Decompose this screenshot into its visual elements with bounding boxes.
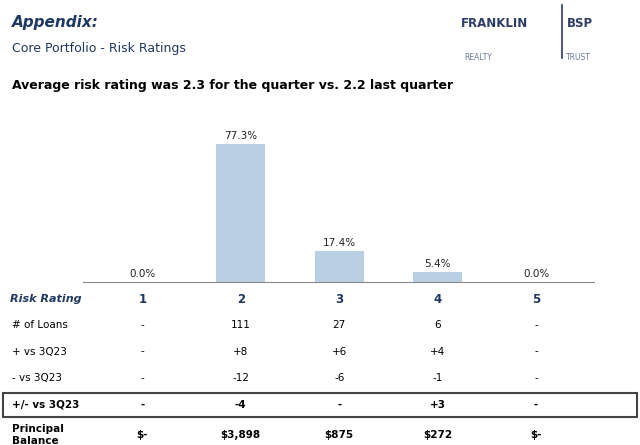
Text: Appendix:: Appendix: xyxy=(12,15,99,30)
Text: 6: 6 xyxy=(435,320,441,330)
Text: 27: 27 xyxy=(333,320,346,330)
Text: BSP: BSP xyxy=(566,17,593,30)
Bar xyxy=(315,251,364,282)
Text: +3: +3 xyxy=(429,400,445,410)
Text: +8: +8 xyxy=(233,347,248,356)
Text: -: - xyxy=(534,347,538,356)
Bar xyxy=(216,144,266,282)
Text: +6: +6 xyxy=(332,347,347,356)
Text: $-: $- xyxy=(136,430,148,440)
Text: REALTY: REALTY xyxy=(464,53,492,62)
Text: 1: 1 xyxy=(138,293,147,306)
Bar xyxy=(413,272,462,282)
Text: $3,898: $3,898 xyxy=(221,430,261,440)
Text: $-: $- xyxy=(531,430,542,440)
Text: -: - xyxy=(140,373,144,383)
Text: -12: -12 xyxy=(232,373,249,383)
Text: 17.4%: 17.4% xyxy=(323,238,356,248)
Text: 2: 2 xyxy=(237,293,245,306)
Text: 111: 111 xyxy=(231,320,251,330)
Text: 5.4%: 5.4% xyxy=(424,259,451,269)
Text: # of Loans: # of Loans xyxy=(12,320,67,330)
Text: $875: $875 xyxy=(324,430,354,440)
Text: +/- vs 3Q23: +/- vs 3Q23 xyxy=(12,400,79,410)
Text: 4: 4 xyxy=(433,293,442,306)
Text: -: - xyxy=(140,320,144,330)
Text: -1: -1 xyxy=(433,373,443,383)
Text: -: - xyxy=(534,400,538,410)
Text: FRANKLIN: FRANKLIN xyxy=(461,17,528,30)
Text: Core Portfolio - Risk Ratings: Core Portfolio - Risk Ratings xyxy=(12,42,186,55)
Text: 5: 5 xyxy=(532,293,540,306)
Text: Average risk rating was 2.3 for the quarter vs. 2.2 last quarter: Average risk rating was 2.3 for the quar… xyxy=(12,79,452,92)
Text: $272: $272 xyxy=(423,430,452,440)
Text: 0.0%: 0.0% xyxy=(523,269,549,279)
Text: -: - xyxy=(337,400,341,410)
Text: +4: +4 xyxy=(430,347,445,356)
Text: + vs 3Q23: + vs 3Q23 xyxy=(12,347,67,356)
Text: Risk Rating: Risk Rating xyxy=(10,294,81,304)
Text: 77.3%: 77.3% xyxy=(224,131,257,142)
Text: -6: -6 xyxy=(334,373,344,383)
Text: TRUST: TRUST xyxy=(566,53,591,62)
Text: -: - xyxy=(140,347,144,356)
Text: -: - xyxy=(534,320,538,330)
Text: -4: -4 xyxy=(235,400,246,410)
Text: 3: 3 xyxy=(335,293,343,306)
Text: 0.0%: 0.0% xyxy=(129,269,156,279)
Text: Principal
Balance: Principal Balance xyxy=(12,424,63,445)
Text: -: - xyxy=(140,400,145,410)
Text: - vs 3Q23: - vs 3Q23 xyxy=(12,373,61,383)
Text: -: - xyxy=(534,373,538,383)
